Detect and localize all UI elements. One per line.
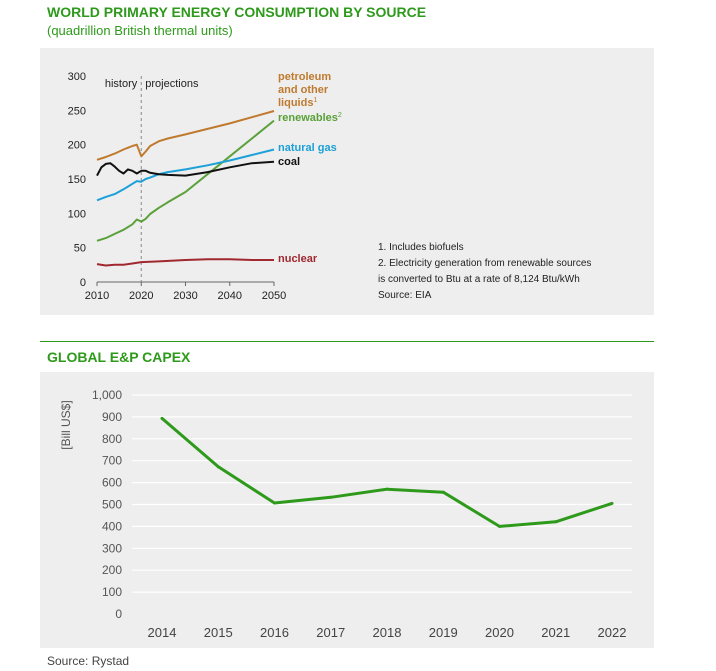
- chart1-series-label: coal: [278, 156, 300, 168]
- chart2-y-tick-label: 700: [102, 454, 122, 468]
- chart2-y-tick-label: 100: [102, 585, 122, 599]
- chart1-series-label: petroleum: [278, 71, 331, 83]
- chart2-data-point: [385, 487, 389, 491]
- chart1-series-label: renewables2: [278, 112, 342, 124]
- chart2-title: GLOBAL E&P CAPEX: [47, 349, 191, 365]
- chart1-title: WORLD PRIMARY ENERGY CONSUMPTION BY SOUR…: [47, 4, 427, 20]
- chart2-data-point: [160, 416, 164, 420]
- chart2-y-tick-label: 400: [102, 519, 122, 533]
- section-divider: [40, 341, 654, 342]
- chart1-y-tick-label: 100: [68, 208, 86, 220]
- chart2-x-tick-label: 2022: [598, 625, 627, 640]
- chart1-x-tick-label: 2020: [129, 290, 153, 302]
- chart2-y-tick-label: 600: [102, 476, 122, 490]
- chart1-series-line: [96, 119, 275, 242]
- chart1-footnote-1: 1. Includes biofuels: [378, 242, 464, 253]
- chart1-series-line: [96, 148, 275, 202]
- chart1-y-tick-label: 0: [80, 277, 86, 289]
- chart1-series-label: natural gas: [278, 142, 337, 154]
- chart1-source: Source: EIA: [378, 290, 432, 301]
- chart2-data-point: [554, 520, 558, 524]
- chart2-data-point: [610, 501, 614, 505]
- chart1-y-tick-label: 250: [68, 105, 86, 117]
- chart2-y-axis-label: [Bill US$]: [59, 400, 73, 449]
- chart2-x-tick-label: 2018: [373, 625, 402, 640]
- chart1-y-tick-label: 300: [68, 71, 86, 83]
- chart2-series-line: [161, 417, 613, 528]
- chart1-series-line: [96, 110, 275, 161]
- chart1-x-tick-label: 2010: [85, 290, 109, 302]
- chart1-footnote-2: 2. Electricity generation from renewable…: [378, 258, 592, 269]
- chart2-y-tick-label: 0: [115, 607, 122, 621]
- chart2-data-point: [216, 465, 220, 469]
- chart2-x-tick-label: 2019: [429, 625, 458, 640]
- chart1-y-tick-label: 200: [68, 140, 86, 152]
- chart1-y-tick-label: 50: [74, 243, 86, 255]
- chart2-y-tick-label: 800: [102, 432, 122, 446]
- chart2-data-point: [441, 490, 445, 494]
- chart1-projections-label: projections: [145, 78, 199, 90]
- chart1-y-tick-label: 150: [68, 174, 86, 186]
- chart2-y-tick-label: 1,000: [92, 388, 122, 402]
- chart2-source: Source: Rystad: [47, 654, 130, 668]
- chart1-footnote-3: is converted to Btu at a rate of 8,124 B…: [378, 274, 580, 285]
- chart1-subtitle: (quadrillion British thermal units): [47, 23, 233, 38]
- chart1-x-tick-label: 2040: [218, 290, 242, 302]
- chart2-y-tick-label: 300: [102, 541, 122, 555]
- chart1-series-label: liquids1: [278, 97, 317, 109]
- chart2-x-tick-label: 2021: [541, 625, 570, 640]
- chart2-x-tick-label: 2017: [316, 625, 345, 640]
- chart1-x-tick-label: 2050: [262, 290, 286, 302]
- chart2-data-point: [273, 501, 276, 505]
- chart2-panel: [40, 372, 654, 648]
- chart2-x-tick-label: 2014: [148, 625, 177, 640]
- chart2-y-tick-label: 500: [102, 498, 122, 512]
- chart2-x-tick-label: 2020: [485, 625, 514, 640]
- chart2-data-point: [329, 495, 333, 499]
- chart1-series-line: [96, 258, 274, 267]
- chart1-x-tick-label: 2030: [173, 290, 197, 302]
- chart2-data-point: [498, 524, 501, 528]
- chart2-x-tick-label: 2016: [260, 625, 289, 640]
- chart2-x-tick-label: 2015: [204, 625, 233, 640]
- chart2-y-tick-label: 200: [102, 563, 122, 577]
- chart1-series-line: [96, 160, 275, 177]
- chart2-y-tick-label: 900: [102, 410, 122, 424]
- chart1-series-label: and other: [278, 84, 329, 96]
- chart1-history-label: history: [105, 78, 138, 90]
- chart1-series-label: nuclear: [278, 253, 318, 265]
